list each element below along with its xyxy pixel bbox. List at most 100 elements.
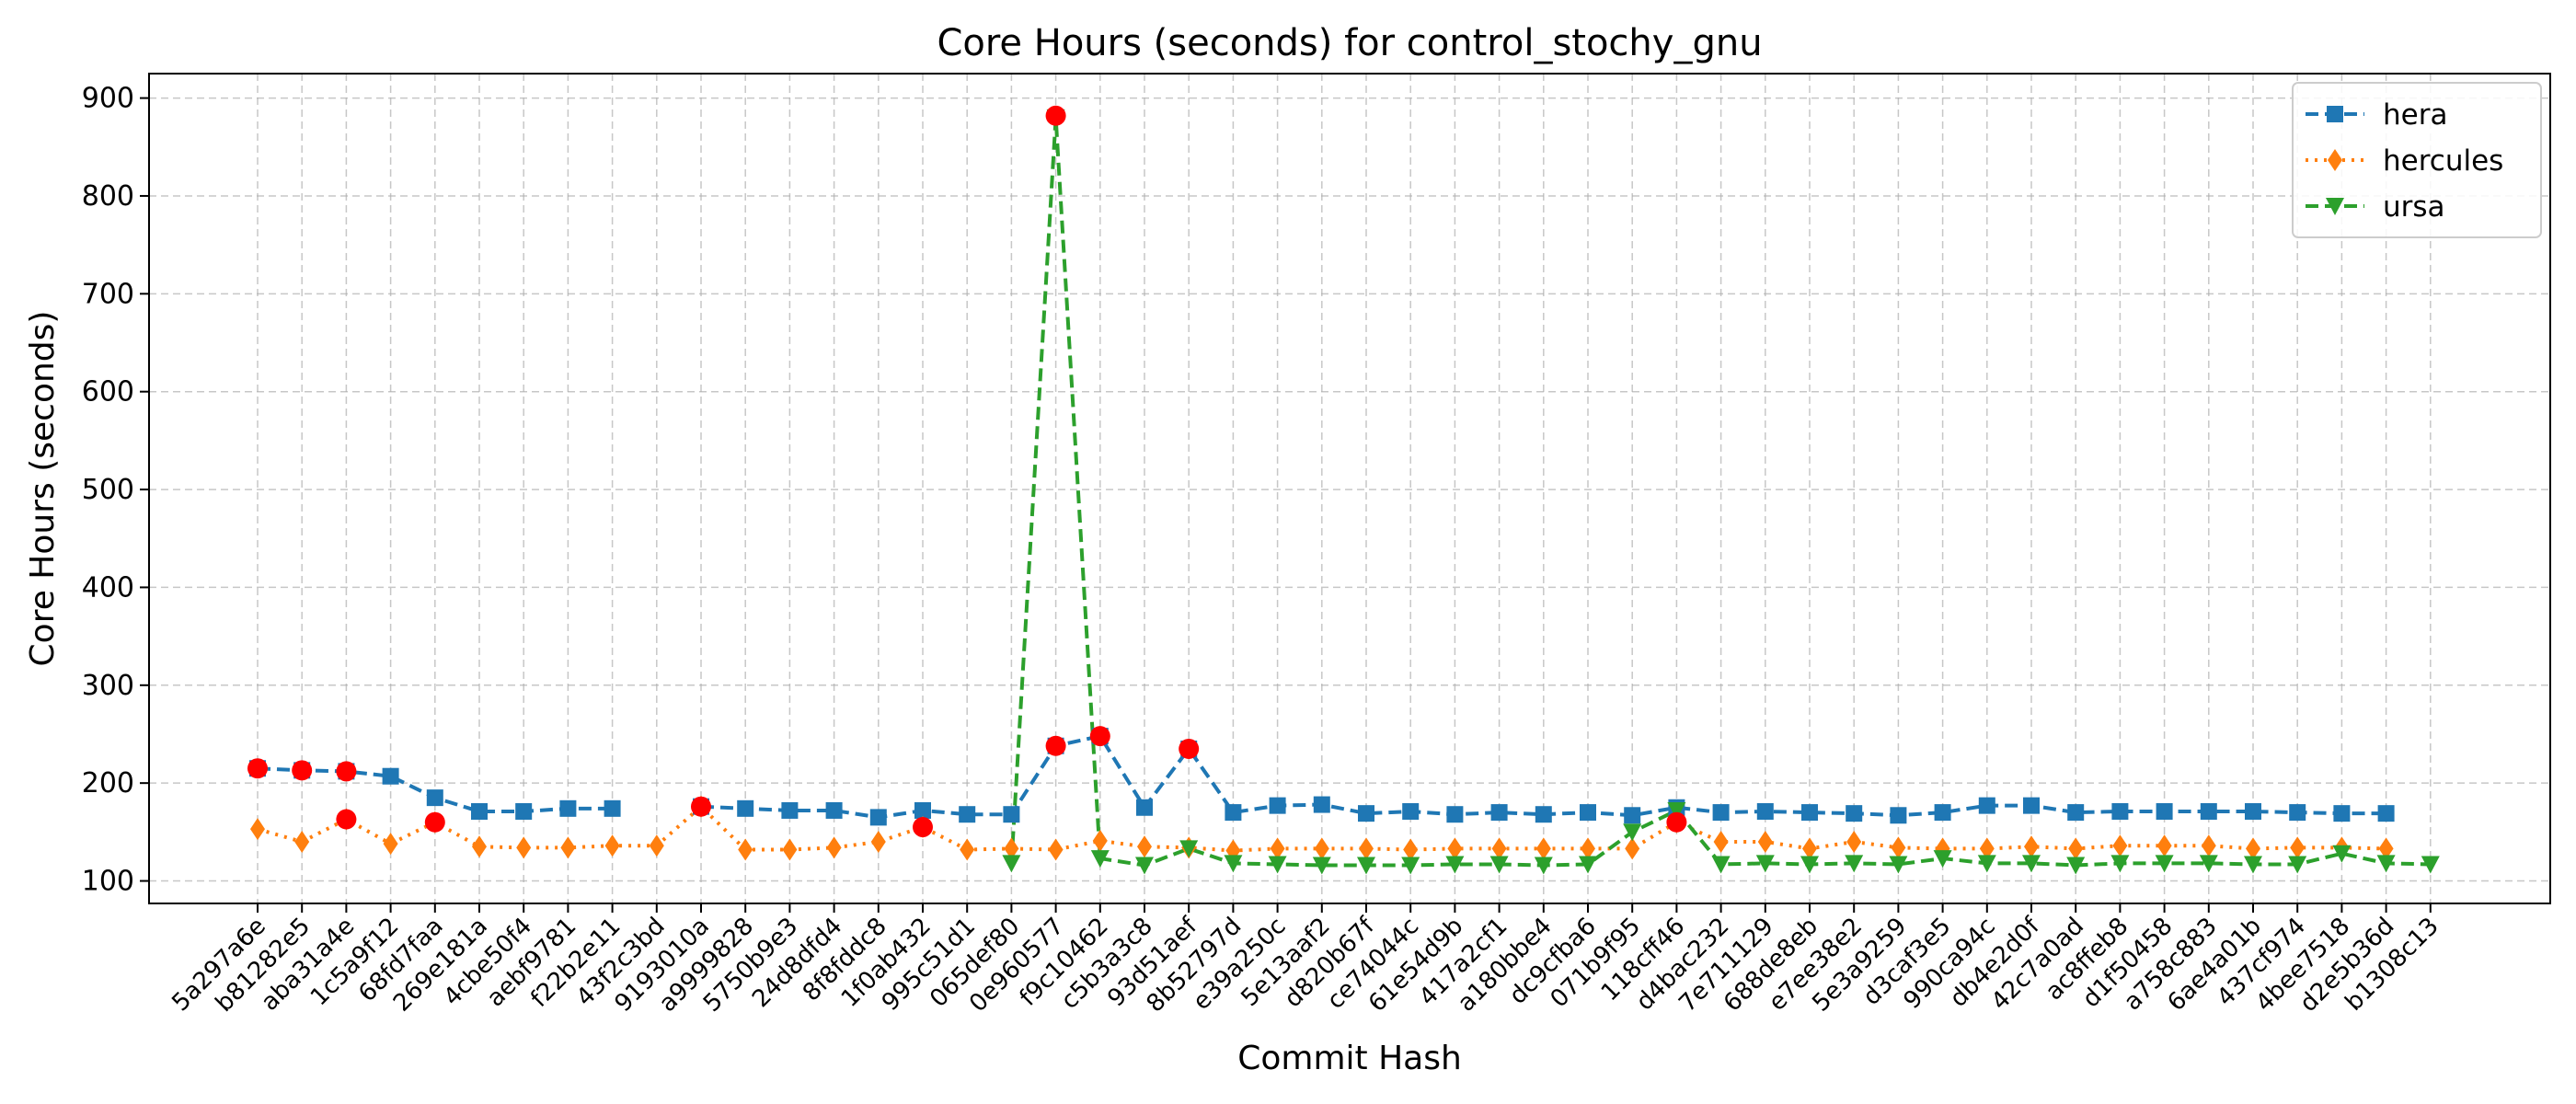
data-point-hercules	[1359, 837, 1374, 860]
data-point-hercules	[2068, 837, 2084, 860]
data-point-hera	[781, 801, 799, 819]
highlight-point	[1045, 105, 1066, 126]
y-axis-label: Core Hours (seconds)	[24, 311, 62, 667]
data-point-ursa	[1224, 855, 1243, 873]
data-point-hera	[604, 799, 621, 817]
highlight-point	[424, 811, 445, 833]
data-point-hera	[382, 767, 399, 785]
data-point-hera	[1402, 803, 1420, 821]
data-point-ursa	[1623, 823, 1642, 842]
highlight-points	[247, 105, 1687, 838]
data-point-ursa	[2066, 857, 2086, 875]
data-point-hercules	[383, 833, 398, 856]
data-point-hercules	[1004, 837, 1019, 860]
data-point-ursa	[1579, 856, 1597, 874]
data-point-ursa	[1711, 856, 1731, 874]
legend-label: ursa	[2383, 190, 2445, 224]
y-tick-label: 300	[82, 670, 134, 702]
data-point-hera	[1580, 804, 1596, 822]
data-point-hera	[2023, 797, 2040, 814]
highlight-point	[336, 761, 357, 782]
data-point-hercules	[250, 818, 265, 841]
y-tick-label: 200	[82, 767, 134, 799]
data-point-hercules	[960, 838, 975, 861]
y-tick-label: 400	[82, 571, 134, 604]
data-point-ursa	[1090, 850, 1110, 868]
legend-swatch-marker	[2327, 106, 2343, 122]
data-point-hera	[2156, 803, 2173, 821]
data-point-hercules	[1403, 838, 1419, 861]
data-point-hera	[959, 806, 976, 823]
data-point-ursa	[1845, 855, 1864, 873]
y-tick-label: 600	[82, 376, 134, 408]
data-point-hercules	[2201, 834, 2216, 857]
data-point-hera	[1934, 804, 1951, 822]
data-point-hercules	[1625, 837, 1640, 860]
data-point-hercules	[2112, 834, 2128, 857]
plot-frame	[148, 73, 2551, 904]
data-point-hera	[1358, 805, 1374, 822]
data-point-hercules	[2156, 834, 2172, 857]
data-point-ursa	[1534, 857, 1553, 875]
data-point-hera	[2289, 804, 2306, 822]
data-point-hera	[914, 801, 931, 819]
data-point-hercules	[294, 830, 310, 853]
data-point-hercules	[516, 836, 532, 859]
y-tick-label: 700	[82, 278, 134, 310]
data-point-hera	[559, 799, 577, 817]
data-point-hercules	[1447, 837, 1463, 860]
data-point-hercules	[782, 838, 798, 861]
data-point-hera	[1624, 807, 1641, 824]
data-point-hercules	[1048, 838, 1064, 861]
data-point-hera	[869, 809, 887, 826]
data-point-hercules	[1491, 837, 1507, 860]
data-point-ursa	[1445, 856, 1465, 874]
highlight-point	[1179, 738, 1200, 759]
data-point-hercules	[1137, 835, 1152, 858]
data-point-hercules	[604, 834, 620, 857]
data-point-hera	[426, 789, 443, 807]
data-point-hera	[1801, 804, 1818, 822]
legend-swatch-marker	[2328, 149, 2342, 171]
highlight-point	[913, 817, 933, 838]
data-point-ursa	[1002, 855, 1021, 873]
data-point-hera	[1225, 804, 1242, 822]
data-point-hercules	[472, 835, 487, 858]
data-point-hercules	[1802, 837, 1817, 860]
data-point-hercules	[826, 836, 842, 859]
data-point-hera	[1712, 804, 1730, 822]
y-tick-label: 800	[82, 180, 134, 213]
data-point-hercules	[2378, 837, 2394, 860]
legend: hera hercules ursa	[2292, 82, 2542, 238]
data-point-hercules	[870, 830, 886, 853]
chart-title: Core Hours (seconds) for control_stochy_…	[937, 22, 1762, 64]
data-point-hera	[515, 803, 533, 821]
legend-swatch-marker	[2326, 198, 2344, 215]
data-point-ursa	[1489, 856, 1509, 874]
data-point-ursa	[2288, 856, 2307, 874]
data-point-hercules	[1092, 829, 1108, 852]
data-point-ursa	[1889, 856, 1908, 874]
data-point-hera	[2245, 803, 2261, 821]
data-point-hera	[1535, 806, 1552, 823]
data-point-hera	[1313, 796, 1330, 813]
data-point-hercules	[2246, 837, 2260, 860]
y-tick-label: 900	[82, 83, 134, 115]
highlight-point	[247, 758, 268, 779]
data-point-ursa	[2332, 845, 2352, 863]
data-point-ursa	[2376, 855, 2396, 873]
highlight-point	[292, 760, 313, 781]
data-point-hera	[1003, 806, 1020, 823]
data-point-hercules	[1535, 837, 1551, 860]
data-point-hercules	[2024, 835, 2039, 858]
data-point-hera	[1978, 797, 1995, 814]
data-point-hera	[825, 801, 843, 819]
data-point-ursa	[1312, 857, 1331, 875]
data-point-hera	[1490, 804, 1508, 822]
data-point-hera	[471, 803, 488, 821]
data-point-ursa	[2155, 855, 2174, 873]
highlight-point	[691, 796, 711, 817]
data-point-hera	[2377, 805, 2395, 822]
legend-label: hercules	[2383, 144, 2503, 178]
